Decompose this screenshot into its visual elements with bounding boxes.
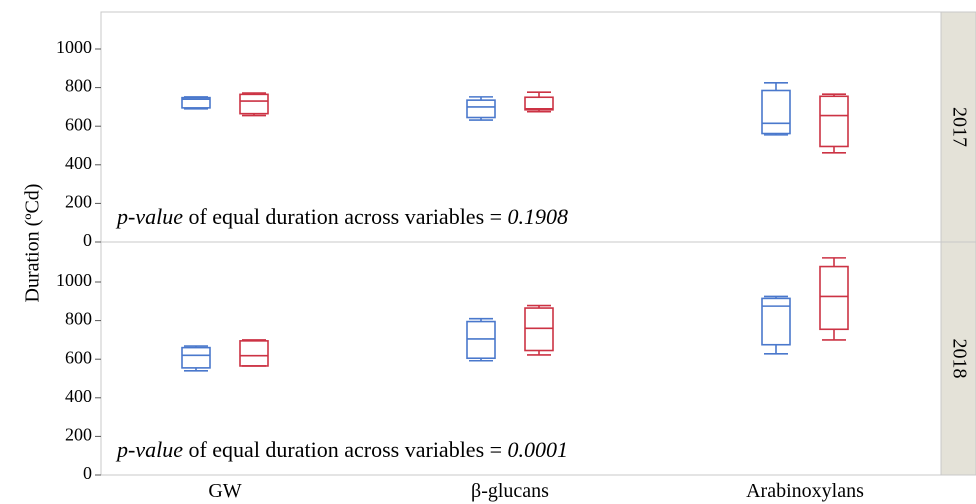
y-tick-label: 0 <box>83 230 92 250</box>
x-category-label: β-glucans <box>471 480 549 502</box>
box <box>819 95 849 148</box>
plot-frame <box>100 11 942 476</box>
strip-label-2018: 2018 <box>948 339 970 379</box>
y-tick-label: 400 <box>65 386 92 406</box>
strip-2018 <box>940 241 976 476</box>
y-tick-label: 200 <box>65 192 92 212</box>
y-tick-label: 200 <box>65 425 92 445</box>
box <box>524 307 554 352</box>
y-tick-label: 0 <box>83 463 92 483</box>
box <box>181 96 211 109</box>
box <box>524 96 554 111</box>
y-tick-label: 800 <box>65 309 92 329</box>
box <box>181 346 211 369</box>
x-category-label: GW <box>208 480 241 502</box>
y-tick-label: 600 <box>65 347 92 367</box>
box <box>761 297 791 346</box>
y-tick-label: 800 <box>65 76 92 96</box>
box <box>819 265 849 331</box>
x-category-label: Arabinoxylans <box>746 480 864 502</box>
y-axis-title: Duration (ºCd) <box>22 184 44 303</box>
y-tick-label: 1000 <box>56 37 92 57</box>
box <box>761 89 791 135</box>
box <box>466 99 496 119</box>
y-tick-label: 600 <box>65 114 92 134</box>
pvalue-annotation: p-value of equal duration across variabl… <box>115 204 568 229</box>
y-tick-label: 400 <box>65 153 92 173</box>
box <box>239 93 269 115</box>
strip-label-2017: 2017 <box>948 107 970 147</box>
pvalue-annotation: p-value of equal duration across variabl… <box>115 437 568 462</box>
box <box>466 320 496 360</box>
box <box>239 340 269 367</box>
y-tick-label: 1000 <box>56 270 92 290</box>
strip-2017 <box>940 11 976 243</box>
